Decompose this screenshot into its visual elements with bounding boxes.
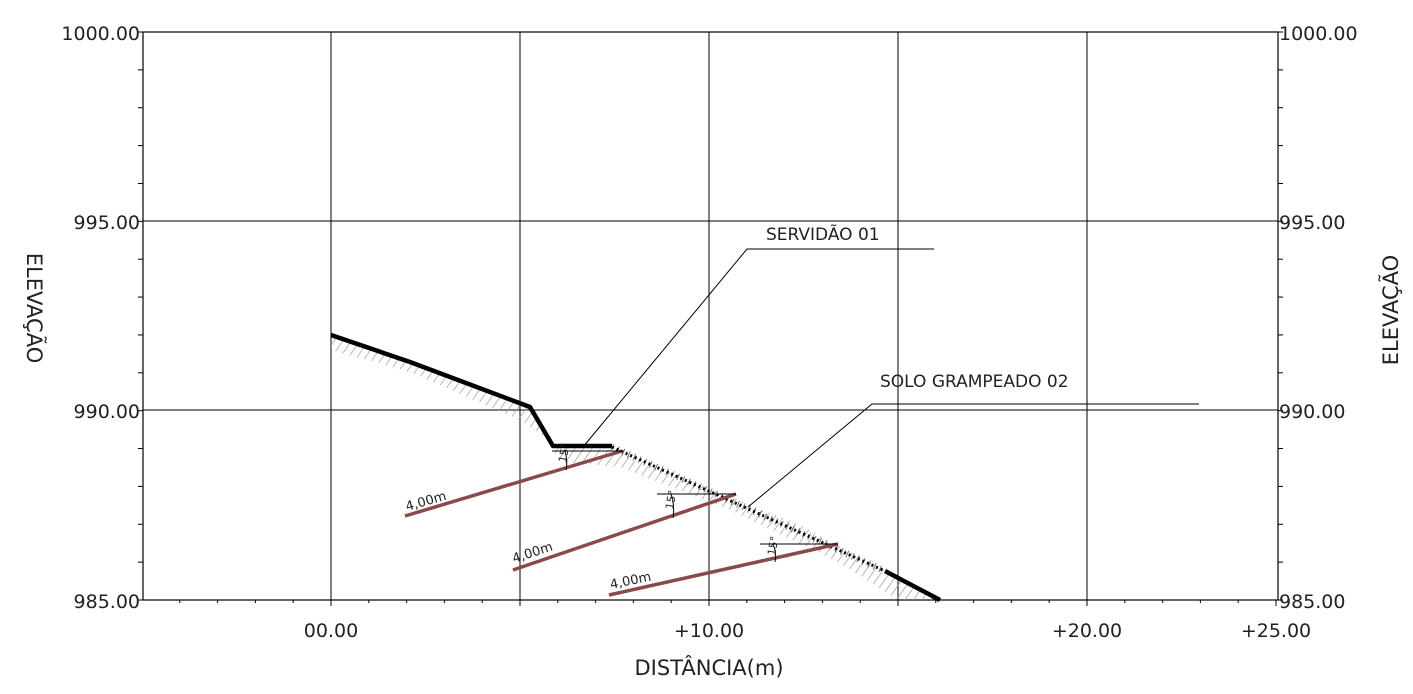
x-tick-0: 00.00 <box>304 620 358 642</box>
solo-leader-line <box>747 403 1199 508</box>
vertical-grid <box>330 32 1088 600</box>
horizontal-grid <box>143 220 1278 411</box>
y-tick-right-995: 995.00 <box>1279 212 1345 234</box>
y-tick-left-985: 985.00 <box>74 591 140 613</box>
angle-label-2: 15° <box>663 489 679 510</box>
angle-arc-2 <box>670 493 675 519</box>
y-tick-right-1000: 1000.00 <box>1279 23 1358 45</box>
servidao-leader-line <box>582 248 934 448</box>
minor-ticks <box>138 31 1283 606</box>
terrain-profile-upper <box>330 332 612 449</box>
y-tick-left-990: 990.00 <box>74 401 140 423</box>
y-axis-title-right: ELEVAÇÃO <box>1377 255 1403 365</box>
terrain-profile-lower <box>883 569 942 602</box>
x-tick-25: +25.00 <box>1241 620 1311 642</box>
y-axis-title-left: ELEVAÇÃO <box>22 253 48 363</box>
y-tick-left-995: 995.00 <box>74 212 140 234</box>
angle-label-3: 15° <box>765 535 781 556</box>
x-tick-20: +20.00 <box>1052 620 1122 642</box>
soil-nail-2 <box>512 492 737 572</box>
soil-hatch <box>331 336 940 600</box>
x-axis-title: DISTÂNCIA(m) <box>634 655 783 680</box>
y-tick-right-990: 990.00 <box>1279 401 1345 423</box>
servidao-label: SERVIDÃO 01 <box>766 223 880 245</box>
angle-arc-1 <box>564 450 568 471</box>
y-tick-right-985: 985.00 <box>1279 591 1345 613</box>
soil-nail-1 <box>404 449 623 518</box>
plot-frame <box>142 31 1279 601</box>
soil-nail-3 <box>608 542 839 597</box>
angle-label-1: 15° <box>556 442 572 463</box>
y-tick-left-1000: 1000.00 <box>61 23 140 45</box>
angle-indicators <box>552 450 838 563</box>
x-tick-10: +10.00 <box>674 620 744 642</box>
angle-arc-3 <box>772 543 777 563</box>
solo-label: SOLO GRAMPEADO 02 <box>880 372 1069 392</box>
soil-nails <box>404 449 839 597</box>
